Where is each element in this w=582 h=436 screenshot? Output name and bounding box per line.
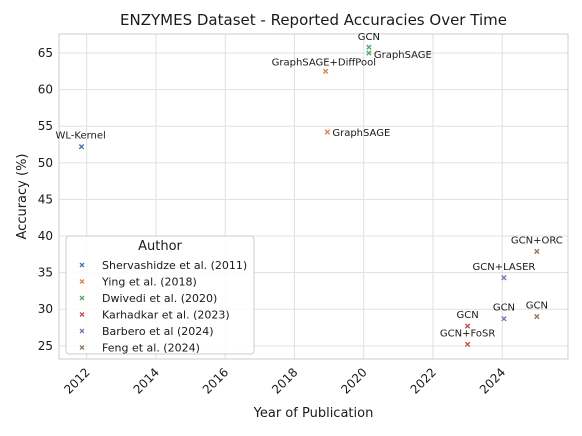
y-tick-label: 25: [38, 339, 53, 353]
data-point: [464, 323, 471, 329]
legend: Author Shervashidze et al. (2011) Ying et…: [65, 235, 255, 355]
legend-item: Shervashidze et al. (2011): [79, 259, 247, 272]
point-annotation: GCN+LASER: [473, 262, 536, 273]
point-annotation: GraphSAGE+DiffPool: [272, 57, 376, 68]
legend-box: [65, 235, 255, 355]
legend-label: Karhadkar et al. (2023): [102, 309, 230, 322]
point-annotation: GraphSAGE: [374, 50, 432, 61]
chart-title: ENZYMES Dataset - Reported Accuracies Ov…: [120, 11, 507, 29]
data-point: [534, 248, 540, 255]
data-point: [366, 50, 372, 56]
legend-item: Karhadkar et al. (2023): [79, 309, 230, 322]
legend-label: Feng et al. (2024): [102, 342, 200, 355]
legend-item: Ying et al. (2018): [79, 276, 197, 289]
point-annotation: GCN: [358, 32, 380, 43]
data-point: [501, 316, 507, 322]
legend-items: Shervashidze et al. (2011) Ying et al. (2…: [79, 259, 247, 355]
legend-label: Dwivedi et al. (2020): [102, 292, 217, 305]
legend-label: Barbero et al (2024): [102, 325, 214, 338]
point-annotation: GCN+FoSR: [440, 328, 495, 339]
data-point: [366, 44, 372, 50]
y-tick-label: 40: [38, 229, 53, 243]
y-tick-label: 55: [38, 119, 53, 133]
y-tick-label: 45: [38, 192, 53, 206]
data-point: [324, 129, 331, 135]
point-annotation: GCN+ORC: [511, 235, 563, 246]
y-tick-label: 60: [38, 83, 53, 97]
point-annotations: WL-KernelGraphSAGE+DiffPoolGraphSAGEGCNG…: [56, 32, 563, 339]
legend-item: Feng et al. (2024): [79, 342, 200, 355]
point-annotation: GraphSAGE: [332, 128, 390, 139]
x-axis-label: Year of Publication: [253, 406, 374, 421]
data-point: [78, 144, 85, 150]
point-annotation: GCN: [456, 310, 478, 321]
plot-frame: [58, 33, 569, 360]
data-point: [501, 275, 507, 281]
legend-title: Author: [138, 239, 182, 254]
data-point: [464, 341, 471, 348]
legend-item: Dwivedi et al. (2020): [79, 292, 217, 305]
data-point: [534, 313, 540, 320]
data-points: [78, 44, 540, 348]
y-axis-label: Accuracy (%): [15, 154, 30, 240]
point-annotation: WL-Kernel: [56, 131, 106, 142]
y-tick-label: 50: [38, 156, 53, 170]
data-point: [322, 68, 329, 75]
legend-label: Shervashidze et al. (2011): [102, 259, 247, 272]
legend-label: Ying et al. (2018): [101, 276, 197, 289]
y-tick-label: 30: [38, 302, 53, 316]
y-tick-label: 35: [38, 266, 53, 280]
point-annotation: GCN: [493, 303, 515, 314]
y-tick-label: 65: [38, 46, 53, 60]
legend-item: Barbero et al (2024): [79, 325, 214, 338]
point-annotation: GCN: [526, 301, 548, 312]
